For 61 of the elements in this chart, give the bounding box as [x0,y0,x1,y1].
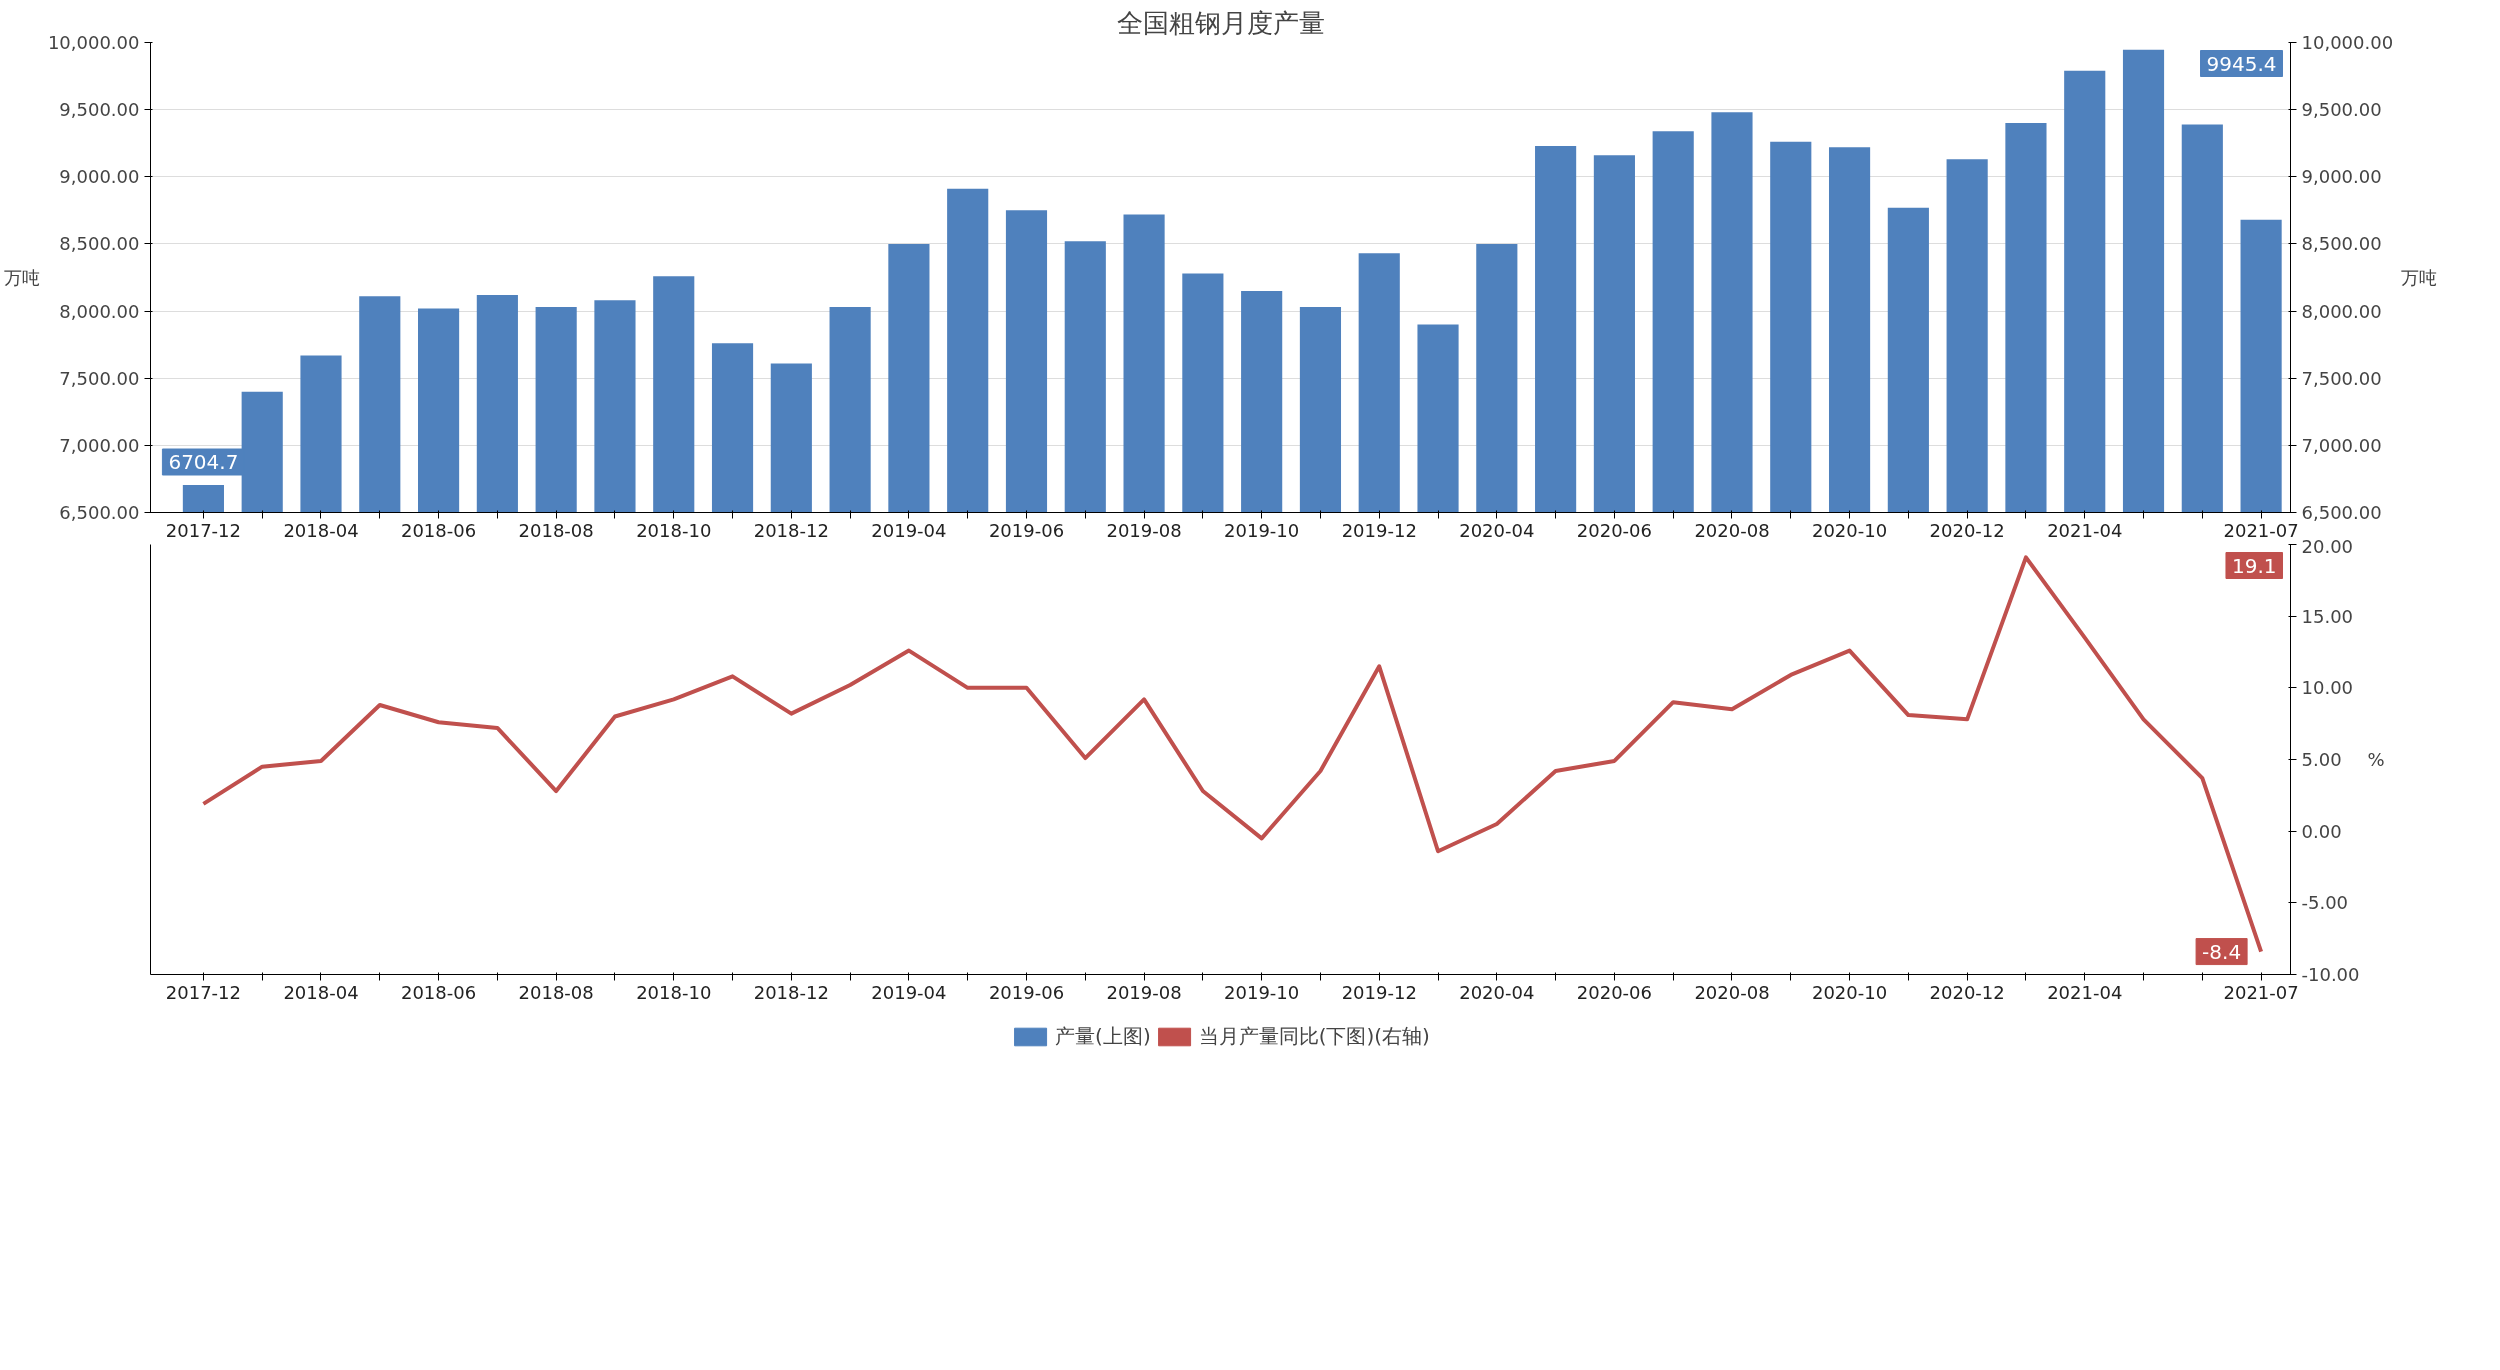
legend-label: 当月产量同比(下图)(右轴) [1198,1022,1430,1050]
x-tick-label: 2020-12 [1929,519,2005,541]
y-tick-label: 7,000.00 [59,434,140,456]
annotation: 19.1 [2231,553,2277,578]
y2-axis-title: 万吨 [2401,267,2438,288]
y-tick-label: 7,500.00 [59,367,140,389]
x-tick-label: 2020-10 [1811,519,1888,541]
x-tick-label: 2020-08 [1694,981,1770,1003]
x-tick-label: 2021-07 [2223,519,2299,541]
x-tick-label: 2019-10 [1224,519,1300,541]
x-tick-label: 2020-08 [1694,519,1770,541]
x-tick-label: 2019-08 [1106,981,1182,1003]
x-tick-label: 2019-12 [1341,981,1417,1003]
y-tick-label: -5.00 [2301,892,2349,914]
y-tick-label: 10.00 [2301,677,2354,699]
x-tick-label: 2017-12 [165,519,242,541]
x-tick-label: 2018-12 [753,981,829,1003]
x-tick-label: 2018-08 [518,981,594,1003]
y-axis-title: % [2367,749,2385,770]
x-tick-label: 2021-04 [2047,981,2123,1003]
x-tick-label: 2021-07 [2223,981,2299,1003]
x-tick-label: 2018-06 [400,981,477,1003]
y-tick-label: 15.00 [2301,605,2354,627]
x-tick-label: 2020-04 [1459,981,1535,1003]
x-tick-label: 2019-04 [871,519,947,541]
x-tick-label: 2019-12 [1341,519,1417,541]
y-tick-label: 0.00 [2301,820,2342,842]
y-axis-title: 万吨 [3,267,40,288]
y-tick-label: 9,500.00 [59,99,140,121]
chart-title: 全国粗钢月度产量 [1116,7,1325,38]
y-tick-label: -10.00 [2301,964,2360,985]
y-tick-label: 8,500.00 [59,233,140,255]
annotation: 9945.4 [2206,51,2277,76]
x-tick-label: 2018-04 [283,519,359,541]
x-tick-label: 2019-06 [988,519,1065,541]
x-tick-label: 2021-04 [2047,519,2123,541]
x-tick-label: 2018-08 [518,519,594,541]
x-tick-label: 2018-10 [636,519,712,541]
x-tick-label: 2019-10 [1224,981,1300,1003]
y-tick-label: 10,000.00 [47,32,140,53]
x-tick-label: 2019-06 [988,981,1065,1003]
x-tick-label: 2019-04 [871,981,947,1003]
x-tick-label: 2017-12 [165,981,242,1003]
x-tick-label: 2018-06 [400,519,477,541]
x-tick-label: 2018-04 [283,981,359,1003]
annotation: 6704.7 [168,450,239,475]
x-tick-label: 2019-08 [1106,519,1182,541]
x-tick-label: 2020-06 [1576,981,1653,1003]
legend-label: 产量(上图) [1055,1022,1151,1050]
x-tick-label: 2018-12 [753,519,829,541]
annotation: -8.4 [2202,939,2242,964]
y-tick-label: 20.00 [2301,535,2354,557]
y-tick-label: 5.00 [2301,749,2342,770]
x-tick-label: 2020-12 [1929,981,2005,1003]
y-tick-label: 8,000.00 [59,300,140,322]
x-tick-label: 2020-06 [1576,519,1653,541]
x-tick-label: 2020-10 [1811,981,1888,1003]
x-tick-label: 2020-04 [1459,519,1535,541]
y-tick-label: 6,500.00 [59,502,140,523]
x-tick-label: 2018-10 [636,981,712,1003]
y-tick-label: 9,000.00 [59,166,140,188]
